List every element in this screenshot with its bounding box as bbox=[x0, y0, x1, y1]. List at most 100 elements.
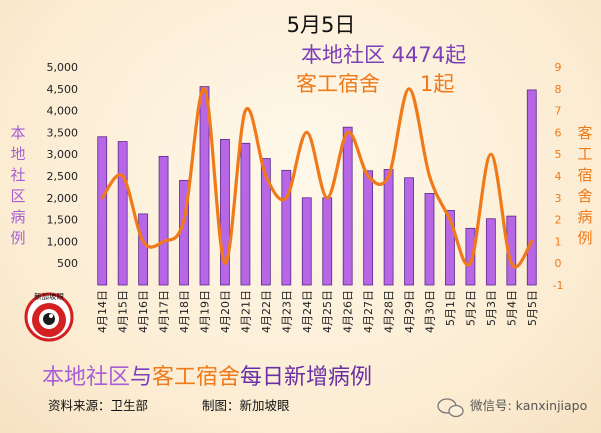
left-tick-label: 5,000 bbox=[47, 61, 79, 74]
community-bar bbox=[445, 210, 455, 286]
left-tick-label: 1,000 bbox=[47, 235, 79, 248]
x-tick-label: 5月5日 bbox=[526, 290, 539, 326]
left-axis-title: 本地社区病例 bbox=[10, 124, 25, 247]
footer-link-word: 与 bbox=[130, 365, 152, 390]
x-tick-label: 5月3日 bbox=[485, 290, 498, 326]
left-tick-label: 4,500 bbox=[47, 83, 79, 96]
axis-title-char: 例 bbox=[10, 229, 25, 247]
dorm-series-line bbox=[100, 87, 534, 269]
x-tick-label: 5月4日 bbox=[505, 290, 518, 326]
community-count-line: 本地社区 4474起 bbox=[301, 43, 466, 67]
community-bar bbox=[301, 197, 312, 286]
community-bar bbox=[322, 197, 333, 286]
community-bar bbox=[465, 227, 476, 286]
community-bar bbox=[158, 155, 169, 286]
community-bar bbox=[220, 138, 230, 286]
x-tick-label: 4月24日 bbox=[301, 290, 314, 333]
x-tick-label: 4月25日 bbox=[321, 290, 334, 333]
logo-text: 新加坡眼 bbox=[34, 291, 64, 301]
community-bar bbox=[199, 86, 210, 286]
right-tick-label: 6 bbox=[555, 126, 562, 139]
x-tick-label: 4月21日 bbox=[239, 290, 252, 333]
xinjiapo-logo: 新加坡眼 bbox=[24, 291, 74, 342]
community-bar bbox=[260, 158, 271, 286]
community-bars bbox=[97, 86, 537, 286]
x-tick-labels: 4月14日 4月15日 4月16日 4月17日 4月18日 4月19日 4月20日 4月21日… bbox=[96, 290, 539, 333]
community-bar bbox=[281, 169, 292, 286]
left-tick-labels: 500 1,000 1,500 2,000 2,500 3,000 3,500 4,000 4,… bbox=[47, 61, 79, 270]
right-tick-label: 9 bbox=[555, 61, 562, 74]
axis-title-char: 例 bbox=[577, 229, 592, 247]
community-bar bbox=[383, 169, 394, 286]
right-tick-label: -1 bbox=[553, 279, 564, 292]
left-tick-label: 500 bbox=[57, 257, 78, 270]
right-tick-label: 7 bbox=[555, 105, 562, 118]
left-tick-label: 3,000 bbox=[47, 148, 79, 161]
wechat-id: 微信号: kanxinjiapo bbox=[470, 398, 587, 413]
axis-title-char: 宿 bbox=[577, 166, 592, 184]
community-bar bbox=[138, 213, 149, 286]
left-tick-label: 2,000 bbox=[47, 192, 79, 205]
x-tick-label: 4月26日 bbox=[342, 290, 355, 333]
x-tick-label: 4月18日 bbox=[178, 290, 191, 333]
footer-dorm: 客工宿舍 bbox=[152, 365, 240, 390]
dorm-line-layer bbox=[100, 87, 534, 269]
community-bar bbox=[97, 136, 108, 286]
x-tick-label: 4月28日 bbox=[383, 290, 396, 333]
right-tick-labels: -1 0 1 2 3 4 5 6 7 8 9 bbox=[553, 61, 564, 292]
x-tick-label: 4月17日 bbox=[158, 290, 171, 333]
x-tick-label: 4月22日 bbox=[260, 290, 273, 333]
x-tick-label: 5月1日 bbox=[444, 290, 457, 326]
left-tick-label: 4,000 bbox=[47, 105, 79, 118]
axis-title-char: 工 bbox=[577, 145, 592, 163]
x-tick-label: 4月29日 bbox=[403, 290, 416, 333]
axis-title-char: 病 bbox=[10, 208, 25, 226]
x-tick-label: 4月30日 bbox=[424, 290, 437, 333]
credit-text: 制图：新加坡眼 bbox=[202, 398, 290, 413]
dorm-count: 1起 bbox=[420, 72, 454, 96]
axis-title-char: 本 bbox=[10, 124, 25, 142]
axis-title-char: 病 bbox=[577, 208, 592, 226]
community-bar bbox=[342, 126, 353, 286]
x-tick-label: 4月16日 bbox=[137, 290, 150, 333]
right-tick-label: 1 bbox=[555, 235, 562, 248]
wechat-icon bbox=[437, 398, 464, 418]
axis-title-char: 社 bbox=[10, 166, 25, 184]
chart-date: 5月5日 bbox=[287, 13, 356, 37]
source-text: 资料来源：卫生部 bbox=[48, 398, 148, 413]
footer-title: 本地社区与客工宿舍每日新增病例 bbox=[42, 365, 372, 390]
axis-title-char: 地 bbox=[10, 145, 25, 163]
community-bar bbox=[117, 141, 128, 286]
community-bar bbox=[526, 89, 537, 286]
dorm-label: 客工宿舍 bbox=[296, 72, 380, 96]
x-tick-label: 4月19日 bbox=[199, 290, 212, 333]
x-tick-label: 5月2日 bbox=[464, 290, 477, 326]
svg-text:客工宿舍病例: 客工宿舍病例 bbox=[577, 124, 592, 247]
x-tick-label: 4月20日 bbox=[219, 290, 232, 333]
x-tick-label: 4月15日 bbox=[117, 290, 130, 333]
axis-title-char: 客 bbox=[577, 124, 592, 142]
community-bar bbox=[485, 218, 496, 286]
left-tick-label: 1,500 bbox=[47, 214, 79, 227]
axis-title-char: 舍 bbox=[577, 187, 592, 205]
community-bar bbox=[404, 177, 414, 286]
x-tick-label: 4月14日 bbox=[96, 290, 109, 333]
right-tick-label: 3 bbox=[555, 192, 562, 205]
community-bar bbox=[363, 170, 374, 286]
right-tick-label: 8 bbox=[555, 83, 562, 96]
right-tick-label: 4 bbox=[555, 170, 562, 183]
x-tick-label: 4月23日 bbox=[280, 290, 293, 333]
community-bar bbox=[424, 193, 435, 286]
right-axis-title: 客工宿舍病例 bbox=[577, 124, 592, 247]
right-tick-label: 2 bbox=[555, 214, 562, 227]
right-tick-label: 5 bbox=[555, 148, 562, 161]
axis-title-char: 区 bbox=[10, 187, 25, 205]
right-tick-label: 0 bbox=[555, 257, 562, 270]
svg-text:本地社区病例: 本地社区病例 bbox=[10, 124, 25, 247]
community-bar bbox=[240, 142, 251, 286]
x-tick-label: 4月27日 bbox=[362, 290, 375, 333]
footer-community: 本地社区 bbox=[42, 365, 130, 390]
left-tick-label: 3,500 bbox=[47, 126, 79, 139]
left-tick-label: 2,500 bbox=[47, 170, 79, 183]
